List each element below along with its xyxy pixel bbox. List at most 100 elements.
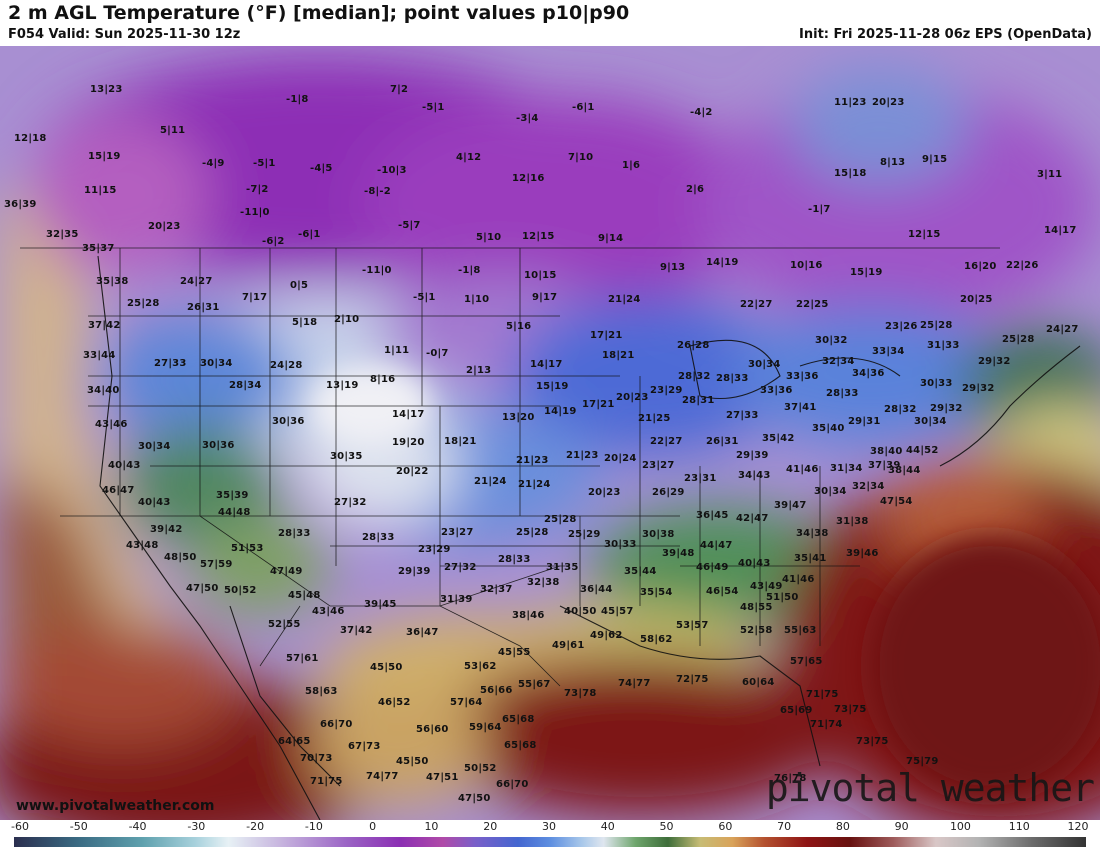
point-value: 21|24: [518, 479, 551, 490]
point-value: 7|17: [242, 292, 268, 303]
point-value: 49|61: [552, 640, 585, 651]
temperature-map: 13|23 -1|8 7|2 -5|1 -3|4 -6|1 -4|2 11|23 20|23 12…: [0, 46, 1100, 820]
point-value: 8|13: [880, 157, 906, 168]
point-value: 53|57: [676, 620, 709, 631]
point-value: 2|10: [334, 314, 360, 325]
point-value: -8|-2: [364, 186, 391, 197]
point-value: -4|5: [310, 163, 333, 174]
point-value: 28|32: [678, 371, 711, 382]
point-value: 75|79: [906, 756, 939, 767]
colorbar-tick: 100: [949, 820, 971, 833]
point-value: 40|43: [108, 460, 141, 471]
point-value: 5|16: [506, 321, 532, 332]
point-value: 26|28: [677, 340, 710, 351]
point-value: 43|48: [126, 540, 159, 551]
point-value: 43|46: [95, 419, 128, 430]
point-value: 66|70: [496, 779, 529, 790]
point-value: 66|70: [320, 719, 353, 730]
point-value: 57|61: [286, 653, 319, 664]
point-value: 48|55: [740, 602, 773, 613]
point-value: -11|0: [240, 207, 270, 218]
point-value: 13|23: [90, 84, 123, 95]
point-value: 47|54: [880, 496, 913, 507]
point-value: 57|59: [200, 559, 233, 570]
point-value: 31|38: [836, 516, 869, 527]
point-value: 30|34: [138, 441, 171, 452]
point-value: 36|47: [406, 627, 439, 638]
colorbar-tick: 30: [542, 820, 556, 833]
point-value: 58|62: [640, 634, 673, 645]
point-value: 35|41: [794, 553, 827, 564]
point-value: 36|45: [696, 510, 729, 521]
point-value: 26|29: [652, 487, 685, 498]
point-value: 41|46: [786, 464, 819, 475]
point-value: 37|42: [340, 625, 373, 636]
point-value: 30|36: [272, 416, 305, 427]
colorbar-tick: 110: [1008, 820, 1030, 833]
point-value: 31|39: [440, 594, 473, 605]
point-value: 64|65: [278, 736, 311, 747]
colorbar-tick: 0: [369, 820, 377, 833]
point-value: 36|44: [580, 584, 613, 595]
point-value: 32|38: [527, 577, 560, 588]
point-value: 28|33: [498, 554, 531, 565]
point-value: 9|15: [922, 154, 948, 165]
point-value: 29|39: [736, 450, 769, 461]
point-value: -1|8: [286, 94, 309, 105]
point-value: 30|36: [202, 440, 235, 451]
point-value: 34|38: [796, 528, 829, 539]
point-value: 24|27: [180, 276, 213, 287]
point-value: 13|19: [326, 380, 359, 391]
colorbar-tick: 40: [600, 820, 615, 833]
point-value: 31|35: [546, 562, 579, 573]
point-value: 27|32: [444, 562, 477, 573]
point-value: 39|45: [364, 599, 397, 610]
point-value: 39|42: [150, 524, 183, 535]
point-value: 55|67: [518, 679, 551, 690]
point-value: 21|24: [474, 476, 507, 487]
point-value: 65|68: [504, 740, 537, 751]
point-value: 47|49: [270, 566, 303, 577]
point-value: 49|62: [590, 630, 623, 641]
point-value: 74|77: [618, 678, 651, 689]
point-value: -1|8: [458, 265, 481, 276]
point-value: 18|21: [444, 436, 477, 447]
point-value: 35|40: [812, 423, 845, 434]
point-value: -10|3: [377, 165, 407, 176]
point-value: 15|19: [536, 381, 569, 392]
point-value: 33|36: [786, 371, 819, 382]
point-value: 26|31: [706, 436, 739, 447]
point-value: 21|23: [566, 450, 599, 461]
point-value: 56|66: [480, 685, 513, 696]
point-value: 30|33: [920, 378, 953, 389]
point-value: 31|34: [830, 463, 863, 474]
colorbar-tick: -20: [246, 820, 265, 833]
colorbar-tick: 90: [894, 820, 909, 833]
point-value: 32|34: [822, 356, 855, 367]
point-value: 37|42: [88, 320, 121, 331]
colorbar-tick: 50: [659, 820, 674, 833]
point-value: 45|55: [498, 647, 531, 658]
point-value: 9|17: [532, 292, 558, 303]
point-value: -6|2: [262, 236, 285, 247]
point-value: 30|38: [642, 529, 675, 540]
point-value: 71|75: [806, 689, 839, 700]
point-value: 29|31: [848, 416, 881, 427]
point-value: 73|78: [564, 688, 597, 699]
point-value: -5|1: [253, 158, 276, 169]
point-value: -3|4: [516, 113, 539, 124]
colorbar-tick: 70: [777, 820, 792, 833]
point-value: 7|10: [568, 152, 594, 163]
point-value: 8|16: [370, 374, 396, 385]
point-value: 23|31: [684, 473, 717, 484]
point-value: 43|46: [312, 606, 345, 617]
point-value: 40|50: [564, 606, 597, 617]
point-value: 34|40: [87, 385, 120, 396]
point-value: 22|26: [1006, 260, 1039, 271]
colorbar-tick: -50: [69, 820, 88, 833]
init-time: Init: Fri 2025-11-28 06z EPS (OpenData): [799, 27, 1092, 42]
point-value: 57|64: [450, 697, 483, 708]
point-value: 18|21: [602, 350, 635, 361]
point-value: -11|0: [362, 265, 392, 276]
point-value: 45|50: [370, 662, 403, 673]
